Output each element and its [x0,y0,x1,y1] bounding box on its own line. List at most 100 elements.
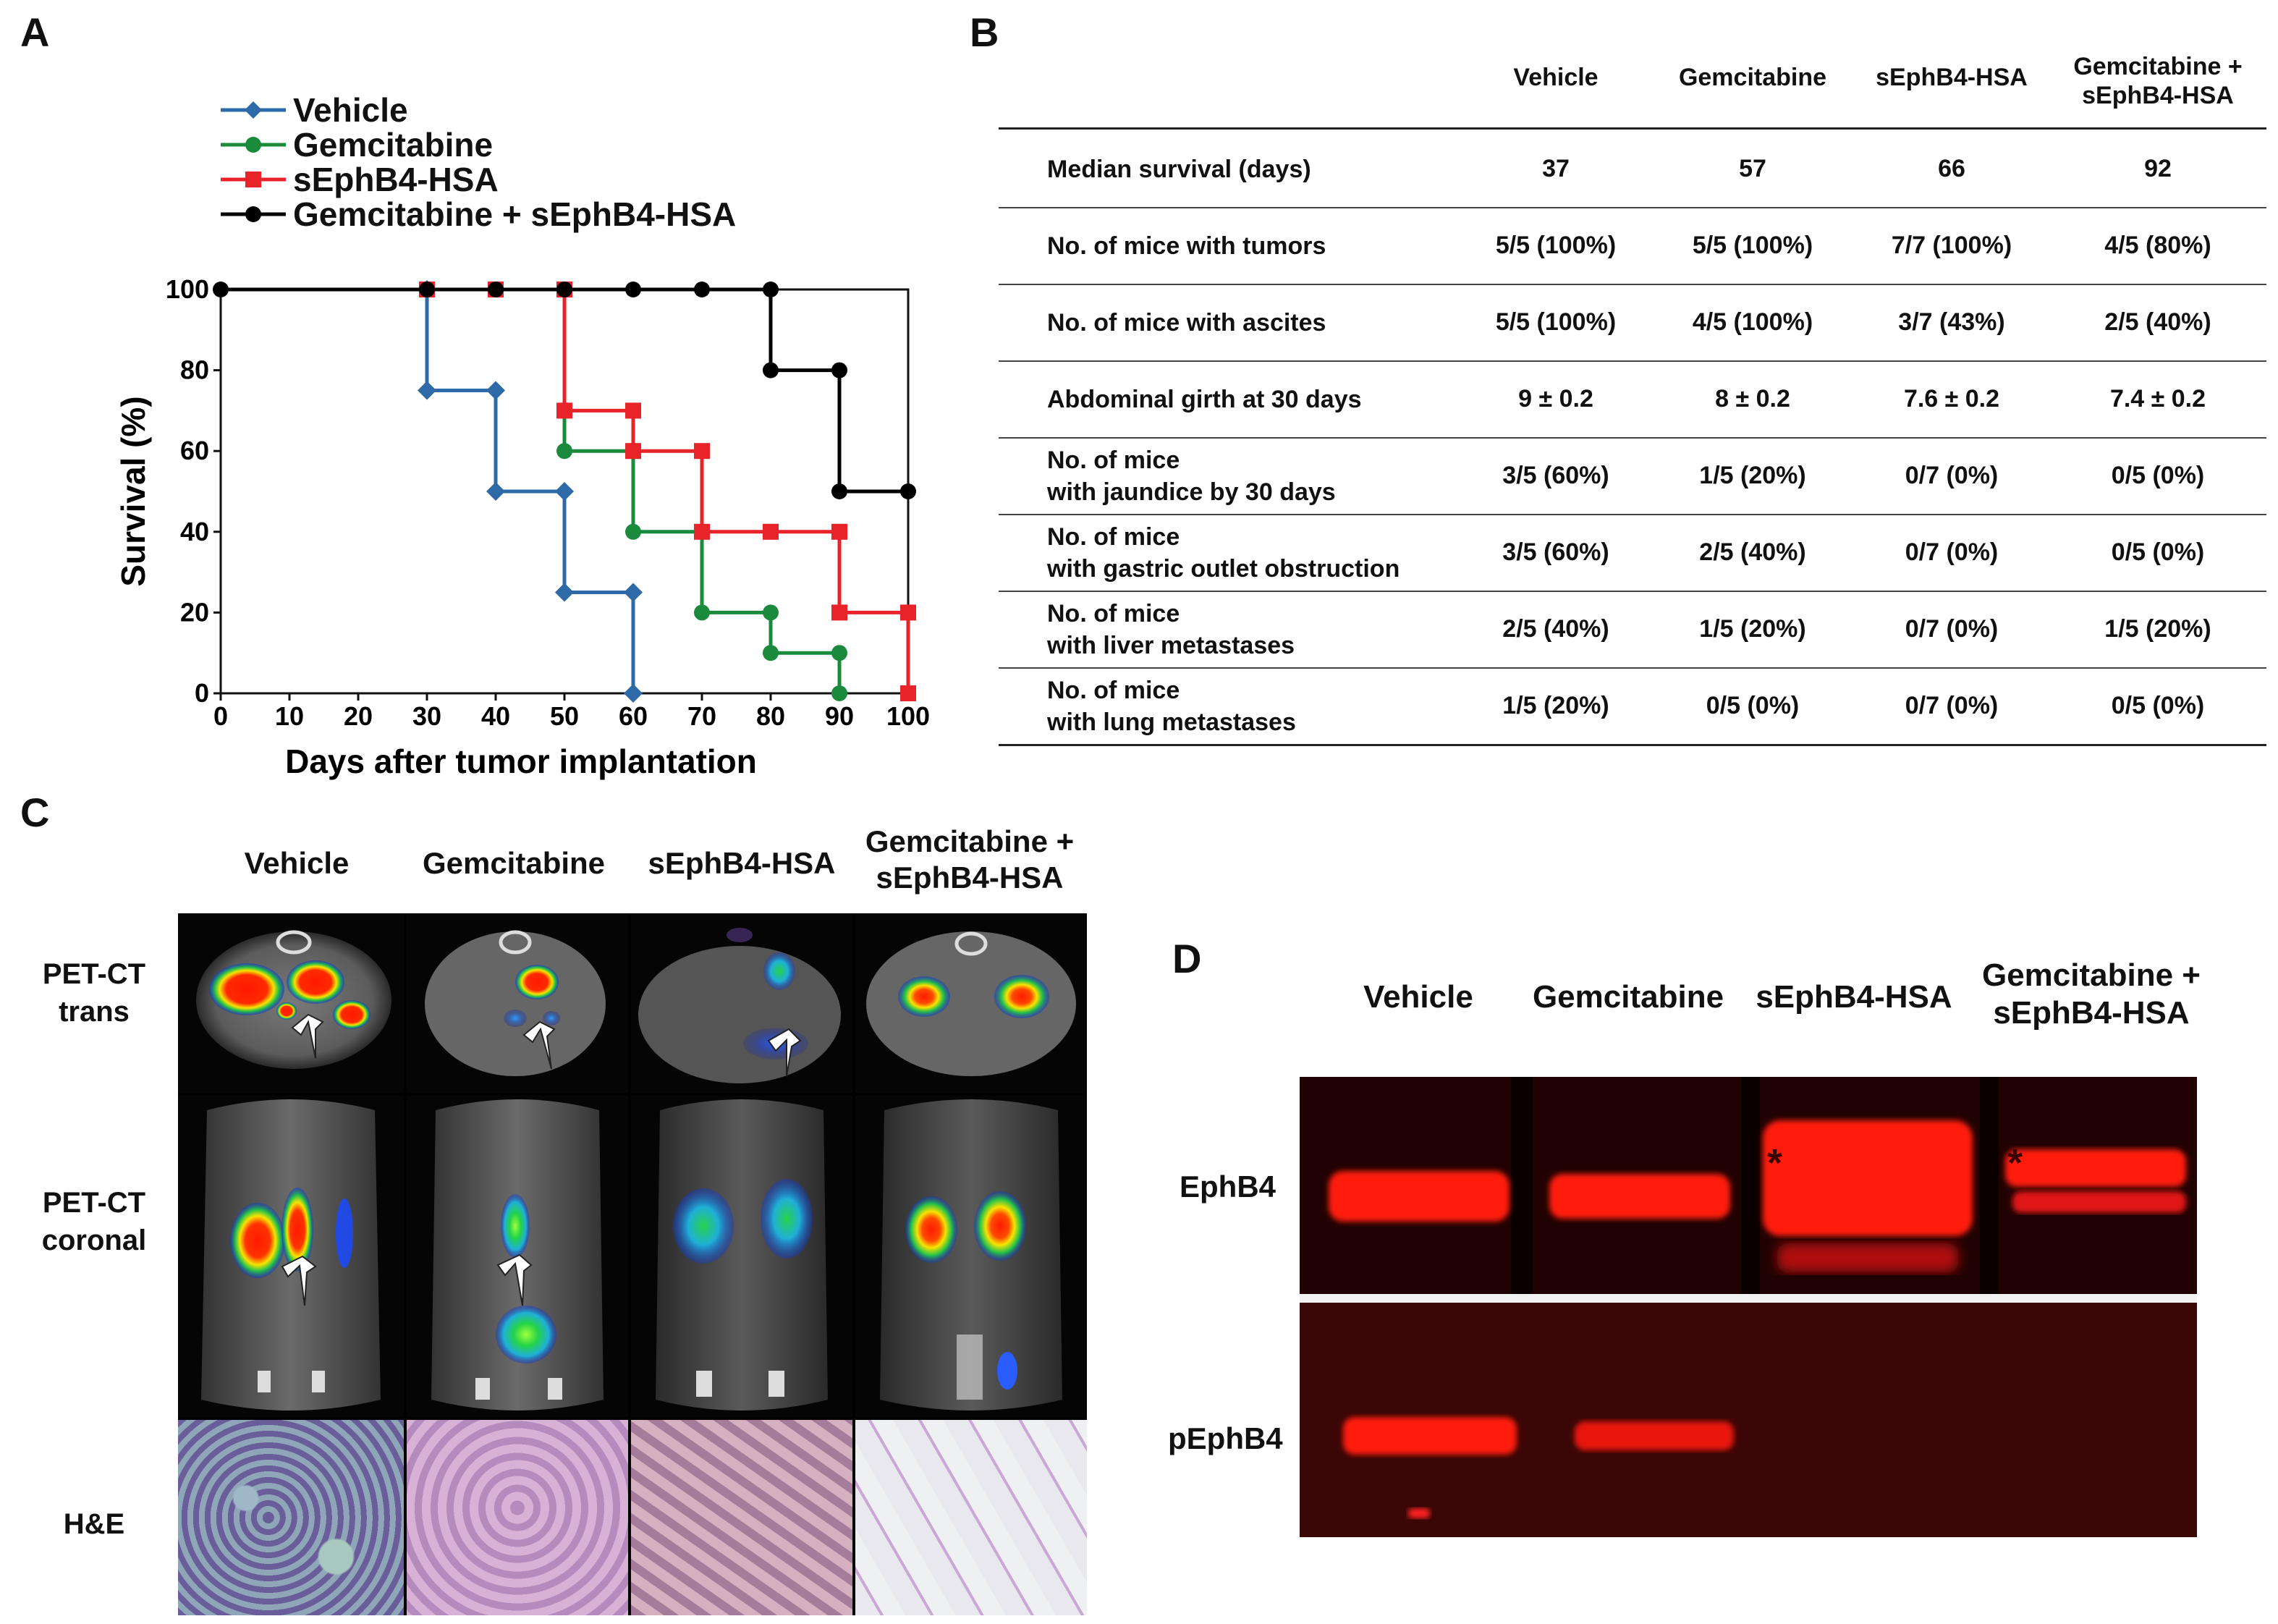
data-point [213,282,229,297]
data-point [625,443,641,460]
table-header-vehicle: Vehicle [1513,64,1599,91]
legend-swatch-sephb4 [221,172,286,187]
data-point [418,381,436,400]
data-point [831,604,847,621]
data-point [556,282,572,297]
table-row-rule [999,514,2266,515]
legend-swatch-gemcitabine [221,137,286,153]
table-cell: 92 [2144,155,2172,182]
data-point [831,523,847,540]
data-point [555,583,574,602]
x-tick-label: 0 [213,701,228,731]
table-row-rule [999,591,2266,592]
table-row-label: No. of mice with tumors [1047,230,1326,262]
imaging-header-sephb4: sEphB4-HSA [648,846,836,880]
he-sephb4 [631,1420,852,1615]
table-row-label: No. of mice with liver metastases [1047,598,1295,661]
data-point [486,482,505,501]
survival-plot: 0 10 20 30 40 50 60 70 80 90 100 0 20 40 60 80 100 Days a… [114,274,930,780]
table-cell: 37 [1542,155,1570,182]
pet-coronal-sephb4-image [631,1096,852,1417]
series-line [221,287,908,494]
he-vehicle [178,1420,404,1615]
table-row-rule [999,207,2266,208]
table-cell: 0/7 (0%) [1905,538,1999,566]
x-axis-label: Days after tumor implantation [285,743,757,780]
legend-swatch-combo [221,206,286,222]
table-cell: 3/5 (60%) [1502,462,1609,489]
table-cell: 4/5 (100%) [1692,308,1813,336]
x-tick-label: 70 [687,701,716,731]
table-cell: 4/5 (80%) [2104,232,2211,259]
y-tick-label: 20 [180,597,209,627]
table-row-rule [999,284,2266,285]
data-point [900,604,916,621]
pet-coronal-gemcitabine-image [407,1096,628,1417]
table-cell: 7/7 (100%) [1891,232,2012,259]
panel-letter-b: B [970,9,999,55]
data-point [694,282,710,297]
western-blot: * * [1300,1077,2197,1537]
imaging-header-combo-line2: sEphB4-HSA [876,860,1064,895]
x-tick-label: 20 [344,701,373,731]
table-row-label-line2: with lung metastases [1047,709,1296,736]
table-row-label-line1: No. of mice [1047,523,1180,551]
table-cell: 3/7 (43%) [1898,308,2005,336]
table-header-sephb4: sEphB4-HSA [1876,64,2028,91]
table-row-label: No. of mice with lung metastases [1047,674,1296,738]
data-point [831,362,847,378]
table-row-rule [999,667,2266,669]
imaging-row-label-pet-coronal: PET-CT coronal [22,1184,166,1259]
data-point [831,645,847,661]
pet-coronal-vehicle-image [178,1096,404,1417]
table-row-label-line1: Median survival (days) [1047,156,1311,183]
pet-trans-combo [855,913,1087,1093]
imaging-row-label-pet-trans: PET-CT trans [22,955,166,1031]
pet-trans-combo-image [855,913,1087,1093]
table-header-combo: Gemcitabine + sEphB4-HSA [2049,52,2266,110]
western-blot-image [1300,1077,2197,1537]
data-point [831,685,847,701]
data-point [763,282,779,297]
blot-header-vehicle: Vehicle [1363,979,1473,1015]
blot-row-label-pephb4: pEphB4 [1168,1421,1283,1455]
table-cell: 0/5 (0%) [2111,692,2205,719]
imaging-header-combo-line1: Gemcitabine + [865,824,1075,858]
y-tick-label: 80 [180,355,209,385]
table-row-label: Abdominal girth at 30 days [1047,384,1362,415]
data-point [763,604,779,621]
y-axis-label: Survival (%) [114,396,152,586]
legend-item-vehicle: Vehicle [221,91,736,129]
data-point [556,402,572,419]
data-point [419,282,435,297]
data-point [625,282,641,297]
data-point [694,523,710,540]
table-cell: 1/5 (20%) [2104,615,2211,643]
legend-label-combo: Gemcitabine + sEphB4-HSA [293,195,737,233]
x-tick-label: 90 [825,701,854,731]
legend-item-combo: Gemcitabine + sEphB4-HSA [221,195,737,233]
pet-coronal-combo [855,1096,1087,1417]
table-header-combo-line2: sEphB4-HSA [2082,82,2234,109]
pet-coronal-sephb4 [631,1096,852,1417]
x-tick-label: 40 [481,701,510,731]
table-row-label: No. of mice with jaundice by 30 days [1047,444,1336,508]
table-cell: 0/7 (0%) [1905,692,1999,719]
data-point [555,482,574,501]
x-tick-label: 30 [412,701,441,731]
panel-letter-c: C [20,790,50,835]
table-row-label: Median survival (days) [1047,153,1311,185]
table-row-label-line2: with jaundice by 30 days [1047,478,1336,506]
data-point [624,684,643,703]
table-cell: 0/7 (0%) [1905,615,1999,643]
imaging-header-vehicle: Vehicle [244,846,350,880]
legend-item-gemcitabine: Gemcitabine [221,126,736,164]
table-cell: 7.6 ± 0.2 [1903,385,2000,413]
table-header-combo-line1: Gemcitabine + [2073,53,2243,80]
panel-letter-a: A [20,9,50,55]
table-cell: 1/5 (20%) [1699,462,1806,489]
y-tick-label: 100 [166,274,209,304]
blot-header-combo: Gemcitabine + sEphB4-HSA [1968,957,2214,1032]
table-row-label: No. of mice with ascites [1047,307,1326,339]
table-row-label-line1: No. of mice [1047,600,1180,627]
